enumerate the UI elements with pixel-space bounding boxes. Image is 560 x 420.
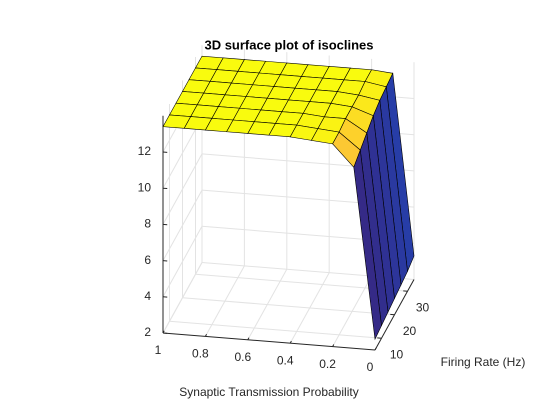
grid-line [162, 226, 203, 298]
x-tick-label: 0.6 [234, 350, 251, 364]
y-tick-label: 10 [390, 347, 404, 361]
x-axis-label: Synaptic Transmission Probability [179, 385, 358, 399]
z-tick-label: 2 [144, 325, 151, 339]
x-tick [332, 344, 335, 347]
x-tick-label: 0 [367, 360, 374, 374]
grid-line [162, 153, 203, 225]
grid-line [169, 320, 382, 339]
x-tick-label: 0.4 [277, 353, 294, 367]
x-tick-label: 0.2 [319, 357, 336, 371]
x-tick [289, 340, 292, 344]
grid-line [162, 262, 203, 334]
x-tick-label: 0.8 [192, 347, 209, 361]
grid-line [162, 189, 203, 261]
y-tick-label: 20 [403, 324, 417, 338]
z-tick-label: 10 [138, 180, 152, 194]
z-tick-label: 12 [138, 144, 152, 158]
y-axis-label: Firing Rate (Hz) [441, 355, 526, 369]
x-tick [204, 334, 208, 337]
chart-title: 3D surface plot of isoclines [204, 37, 373, 52]
x-tick [374, 347, 377, 351]
x-tick-label: 1 [155, 343, 162, 357]
y-tick-label: 30 [416, 300, 430, 314]
x-tick [247, 337, 250, 341]
surface-patch [353, 150, 382, 341]
z-tick-label: 8 [144, 217, 151, 231]
z-tick-label: 4 [144, 289, 151, 303]
x-axis [162, 332, 376, 351]
grid-line [182, 297, 395, 316]
z-tick-label: 6 [144, 253, 151, 267]
